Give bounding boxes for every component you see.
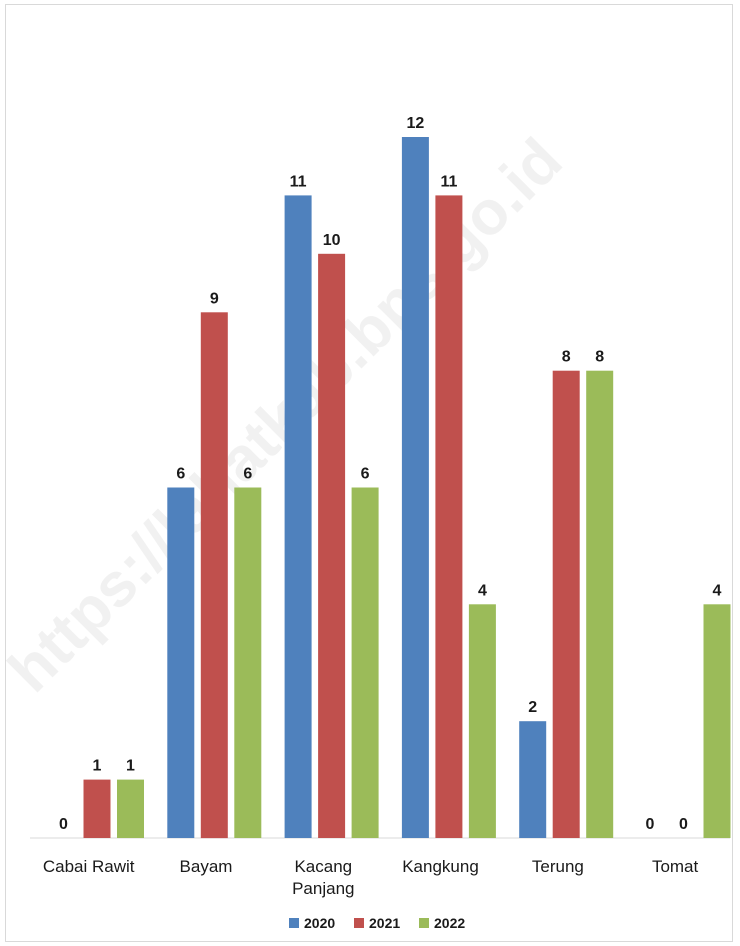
data-label-terung-2020: 2 bbox=[528, 699, 537, 716]
bars-layer bbox=[83, 137, 731, 839]
x-tick-labels: Cabai Rawit Bayam Kacang Panjang Kangkung Ter… bbox=[43, 857, 699, 898]
x-tick-label-terung: Terung bbox=[532, 857, 584, 876]
bar-cabai-rawit-2021 bbox=[83, 779, 111, 838]
data-label-kacang-panjang-2021: 10 bbox=[323, 232, 341, 249]
bar-terung-2020 bbox=[519, 721, 547, 838]
legend: 2020 2021 2022 bbox=[289, 915, 465, 931]
data-label-terung-2022: 8 bbox=[595, 349, 604, 366]
data-label-kangkung-2020: 12 bbox=[407, 115, 425, 132]
data-label-kangkung-2022: 4 bbox=[478, 582, 487, 599]
data-label-cabai-rawit-2022: 1 bbox=[126, 758, 135, 775]
data-label-kacang-panjang-2020: 11 bbox=[290, 173, 307, 190]
data-label-tomat-2022: 4 bbox=[713, 582, 722, 599]
legend-label-2022: 2022 bbox=[434, 915, 465, 931]
legend-swatch-2021 bbox=[354, 918, 364, 928]
bar-kacang-panjang-2020 bbox=[284, 195, 312, 838]
legend-swatch-2020 bbox=[289, 918, 299, 928]
bar-terung-2021 bbox=[552, 370, 580, 838]
bar-bayam-2020 bbox=[167, 487, 195, 838]
bar-cabai-rawit-2022 bbox=[117, 779, 144, 838]
bar-kangkung-2020 bbox=[401, 137, 429, 838]
data-label-kangkung-2021: 11 bbox=[440, 173, 457, 190]
bar-tomat-2022 bbox=[703, 604, 731, 838]
data-label-bayam-2022: 6 bbox=[243, 466, 252, 483]
data-label-tomat-2021: 0 bbox=[679, 816, 688, 833]
x-tick-label-kangkung: Kangkung bbox=[402, 857, 479, 876]
x-tick-label-tomat: Tomat bbox=[652, 857, 699, 876]
bar-bayam-2021 bbox=[200, 312, 228, 839]
legend-label-2020: 2020 bbox=[304, 915, 335, 931]
legend-swatch-2022 bbox=[419, 918, 429, 928]
bar-kangkung-2021 bbox=[435, 195, 463, 838]
data-label-bayam-2020: 6 bbox=[176, 466, 185, 483]
bar-kacang-panjang-2022 bbox=[351, 487, 379, 838]
data-label-cabai-rawit-2021: 1 bbox=[93, 758, 102, 775]
bar-kacang-panjang-2021 bbox=[318, 253, 346, 839]
data-label-cabai-rawit-2020: 0 bbox=[59, 816, 68, 833]
bar-bayam-2022 bbox=[234, 487, 262, 838]
x-tick-label-kacang-panjang: Kacang Panjang bbox=[292, 857, 354, 898]
data-label-bayam-2021: 9 bbox=[210, 290, 219, 307]
data-label-tomat-2020: 0 bbox=[646, 816, 655, 833]
data-label-kacang-panjang-2022: 6 bbox=[361, 466, 370, 483]
bar-kangkung-2022 bbox=[468, 604, 496, 838]
data-label-terung-2021: 8 bbox=[562, 349, 571, 366]
x-tick-label-cabai-rawit: Cabai Rawit bbox=[43, 857, 135, 876]
x-tick-label-bayam: Bayam bbox=[180, 857, 233, 876]
legend-label-2021: 2021 bbox=[369, 915, 400, 931]
bar-terung-2022 bbox=[586, 370, 614, 838]
